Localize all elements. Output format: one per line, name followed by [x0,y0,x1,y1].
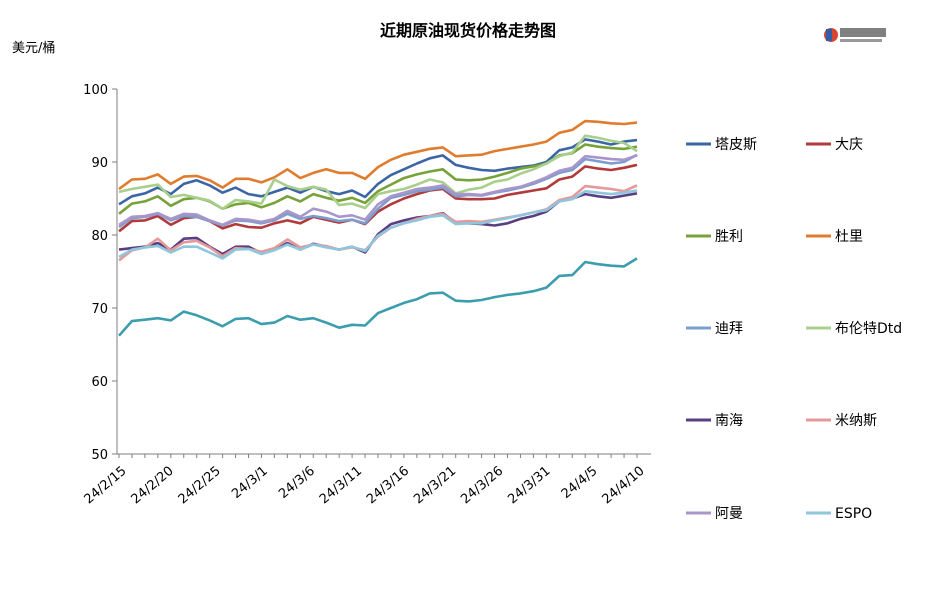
legend-label: 杜里 [835,229,863,245]
y-tick-label: 80 [91,229,108,244]
y-tick-label: 50 [91,448,108,463]
x-tick-label: 24/4/5 [559,464,601,502]
chart-title: 近期原油现货价格走势图 [380,21,556,40]
legend-label: 塔皮斯 [715,137,757,153]
x-tick-label: 24/3/26 [458,464,506,508]
legend-label: 米纳斯 [835,413,877,429]
legend-label: 阿曼 [715,506,743,522]
legend-label: ESPO [835,506,872,522]
x-tick-label: 24/3/11 [317,464,365,508]
x-tick-label: 24/2/20 [129,464,177,508]
brand-logo [824,28,886,42]
x-tick-label: 24/3/21 [411,464,459,508]
series-line-1 [118,138,638,206]
y-axis-unit: 美元/桶 [12,41,55,56]
x-tick-label: 24/2/15 [82,464,130,508]
x-tick-label: 24/3/31 [505,464,553,508]
series-line-11 [118,257,638,337]
series-line-9 [118,154,638,227]
y-tick-label: 100 [83,83,108,98]
x-tick-label: 24/4/10 [600,464,648,508]
legend-label: 迪拜 [715,321,743,337]
series-line-6 [118,134,638,210]
series-line-4 [118,119,638,191]
x-tick-label: 24/3/6 [276,464,318,502]
y-tick-label: 70 [91,302,108,317]
y-tick-label: 90 [91,156,108,171]
legend-label: 大庆 [835,137,863,153]
x-tick-label: 24/3/16 [364,464,412,508]
x-tick-label: 24/2/25 [176,464,224,508]
legend-label: 胜利 [715,229,743,245]
legend-label: 南海 [715,413,743,429]
x-tick-label: 24/3/1 [229,464,271,502]
series-line-10 [118,189,638,260]
legend-label: 布伦特Dtd [835,321,902,337]
y-tick-label: 60 [91,375,108,390]
